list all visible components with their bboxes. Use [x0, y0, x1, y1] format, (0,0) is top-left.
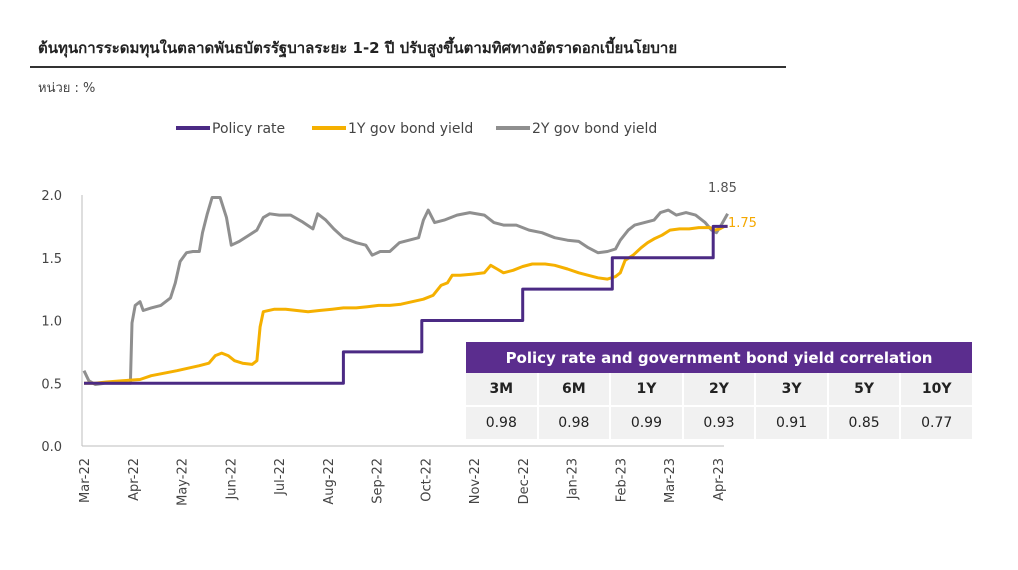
legend: Policy rate 1Y gov bond yield 2Y gov bon…: [176, 121, 657, 137]
x-tick-label: May-22: [176, 458, 191, 506]
y-tick-label: 2.0: [41, 189, 62, 204]
title-underline: [30, 66, 786, 68]
end-label-1y: 1.75: [728, 216, 757, 231]
table-cell-6m: 0.98: [536, 405, 611, 439]
y-tick-label: 1.0: [41, 315, 62, 330]
end-label-2y: 1.85: [708, 181, 737, 196]
table-cell-1y: 0.99: [609, 405, 683, 439]
series-lines: [82, 196, 729, 386]
table-header-1y: 1Y: [609, 373, 683, 406]
legend-label-1y: 1Y gov bond yield: [348, 121, 473, 137]
x-tick-label: Dec-22: [517, 458, 532, 504]
series-line-2y-yield: [82, 196, 729, 386]
x-tick-labels: Mar-22 Apr-22 May-22 Jun-22 Jul-22 Aug-22 Sep-…: [78, 458, 727, 506]
x-tick-label: Mar-23: [663, 458, 678, 503]
x-tick-label: Sep-22: [371, 458, 386, 504]
x-tick-label: Jun-22: [224, 458, 239, 501]
table-header-3m: 3M: [466, 373, 538, 406]
chart-title: ต้นทุนการระดมทุนในตลาดพันธบัตรรัฐบาลระยะ…: [38, 39, 678, 57]
table-cell-5y: 0.85: [826, 405, 901, 439]
x-tick-label: Mar-22: [78, 458, 93, 503]
table-header-5y: 5Y: [826, 373, 901, 406]
unit-label: หน่วย : %: [38, 81, 96, 96]
x-tick-label: Aug-22: [322, 458, 337, 505]
series-line-policy-rate: [84, 224, 728, 385]
x-tick-label: Nov-22: [468, 458, 483, 504]
table-header-3y: 3Y: [754, 373, 828, 406]
y-tick-label: 0.0: [41, 440, 62, 455]
x-tick-label: Oct-22: [419, 458, 434, 502]
x-tick-label: Apr-22: [127, 458, 142, 501]
y-tick-label: 0.5: [41, 377, 62, 392]
x-tick-label: Apr-23: [712, 458, 727, 501]
legend-label-policy: Policy rate: [212, 121, 285, 137]
x-tick-label: Feb-23: [614, 458, 629, 502]
y-tick-labels: 0.0 0.5 1.0 1.5 2.0: [41, 189, 62, 455]
table-cell-10y: 0.77: [899, 405, 972, 439]
table-header-6m: 6M: [536, 373, 611, 406]
x-tick-label: Jul-22: [273, 458, 288, 496]
y-tick-label: 1.5: [41, 252, 62, 267]
legend-label-2y: 2Y gov bond yield: [532, 121, 657, 137]
correlation-table-title: Policy rate and government bond yield co…: [466, 342, 972, 373]
table-cell-2y: 0.93: [681, 405, 756, 439]
table-cell-3y: 0.91: [754, 405, 828, 439]
table-header-2y: 2Y: [681, 373, 756, 406]
table-cell-3m: 0.98: [466, 405, 538, 439]
x-tick-label: Jan-23: [566, 458, 581, 500]
series-line-1y-yield: [84, 224, 728, 385]
table-header-10y: 10Y: [899, 373, 972, 406]
correlation-table: Policy rate and government bond yield co…: [466, 342, 972, 439]
